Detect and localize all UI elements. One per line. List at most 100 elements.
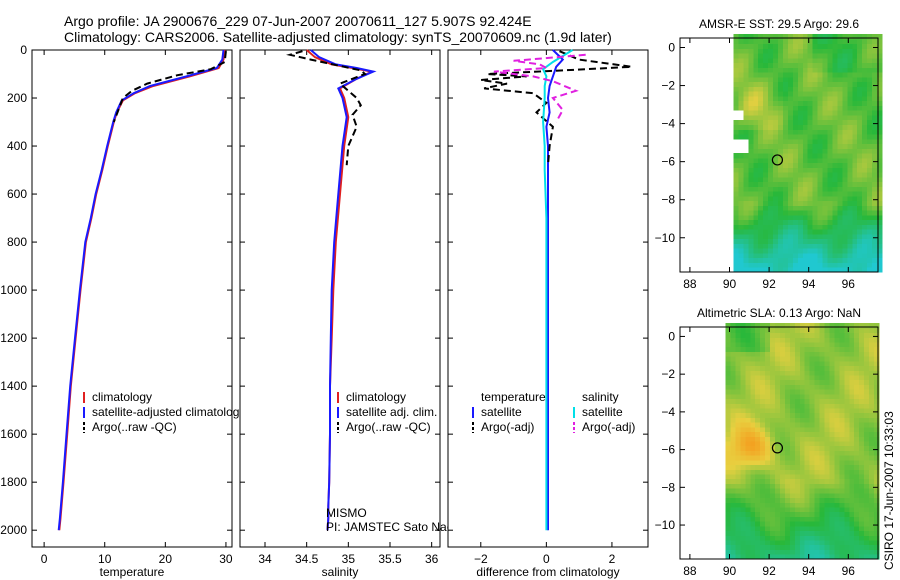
sst_map-cell: [832, 134, 838, 140]
sst_map-cell: [867, 62, 873, 68]
sla_map-cell: [755, 356, 761, 362]
sst_map-cell: [748, 219, 754, 225]
sst_map-cell: [832, 210, 838, 216]
sla_map-cell: [804, 549, 811, 555]
sst_map-cell: [862, 86, 868, 92]
sst_map-cell: [797, 205, 804, 211]
sla_map-cell: [770, 436, 776, 442]
sst_map-cell: [787, 91, 794, 97]
sst_map-cell: [817, 81, 823, 87]
sla_map-cell: [849, 488, 855, 494]
sla_map-cell: [780, 337, 786, 343]
sla_map-cell: [799, 502, 806, 508]
sla_map-cell: [725, 346, 731, 352]
sla_map-cell: [760, 460, 766, 466]
sla_map-cell: [829, 488, 835, 494]
sla_map-cell: [854, 389, 860, 395]
sla_map-cell: [844, 436, 850, 442]
sla_map-cell: [755, 412, 761, 418]
sla_map-cell: [760, 379, 766, 385]
sst_map-cell: [733, 205, 739, 211]
sla_map-cell: [725, 540, 731, 546]
sla_map-cell: [849, 516, 855, 522]
sla_map-cell: [804, 332, 811, 338]
sla_map-cell: [725, 412, 731, 418]
sla_map-cell: [730, 427, 736, 433]
sla_map-cell: [770, 412, 776, 418]
sst_map-cell: [852, 119, 858, 125]
sla_map-cell: [809, 327, 815, 333]
sla_map-cell: [814, 346, 820, 352]
sla_map-cell: [804, 356, 811, 362]
sst_map-cell: [817, 153, 823, 159]
sla_map-cell: [839, 379, 845, 385]
sst_map-cell: [802, 110, 809, 116]
sla_map-cell: [874, 516, 880, 522]
sst_map-cell: [763, 72, 769, 78]
depth-tick-label: 400: [7, 139, 27, 153]
sla_map-cell: [725, 450, 731, 456]
sla_map-cell: [794, 469, 801, 475]
sla_map-cell: [775, 521, 781, 527]
sst_map-cell: [768, 62, 774, 68]
sst_map-cell: [852, 181, 858, 187]
sst_map-cell: [827, 195, 833, 202]
sst_map-cell: [748, 119, 754, 125]
sst_map-cell: [773, 186, 779, 192]
sla_map-cell: [839, 375, 845, 381]
sst_map-cell: [748, 91, 754, 97]
sst_map-cell: [832, 248, 838, 254]
salinity-legend-label: climatology: [346, 390, 406, 404]
sla_map-cell: [829, 441, 835, 447]
sst_map-cell: [763, 62, 769, 68]
sst_map-cell: [867, 134, 873, 140]
sla_map-cell: [745, 549, 751, 555]
sst_map-cell: [812, 253, 819, 259]
sla_map-cell: [755, 507, 761, 513]
sla_map-cell: [750, 554, 756, 560]
sst_map-cell: [797, 262, 804, 268]
sla_map-cell: [874, 441, 880, 447]
sst_map-cell: [867, 119, 873, 125]
sla_map-cell: [784, 417, 791, 423]
sst_map-cell: [872, 257, 878, 263]
sla_map-cell: [869, 511, 875, 517]
sst_map-cell: [867, 115, 873, 121]
sst_map-cell: [733, 157, 739, 164]
temperature-legend-label: climatology: [92, 390, 152, 404]
sla_map-cell: [854, 445, 860, 451]
sla_map-cell: [869, 549, 875, 555]
sst_map-cell: [733, 124, 739, 130]
sst_map-cell: [877, 210, 883, 216]
sst_map-cell: [842, 67, 848, 73]
sla_map-cell: [844, 554, 850, 560]
sst_map-cell: [847, 115, 853, 121]
sst_map-cell: [827, 43, 833, 49]
sla_map-cell: [745, 441, 751, 447]
sst_map-cell: [738, 58, 744, 64]
sla_map-cell: [770, 497, 776, 503]
sla_map-cell: [849, 346, 855, 352]
sla_map-cell: [784, 351, 791, 357]
sst_map-cell: [802, 186, 809, 192]
sst_map-cell: [872, 148, 878, 154]
sla_map-cell: [814, 460, 820, 466]
sst_map-cell: [753, 77, 759, 83]
sst_map-cell: [837, 153, 843, 159]
sst_map-cell: [787, 134, 794, 140]
sst_map-cell: [877, 91, 883, 97]
sst_map-cell: [778, 191, 784, 197]
sst_map-cell: [783, 234, 789, 240]
depth-tick-label: 0: [20, 43, 27, 57]
sla_map-cell: [794, 323, 801, 329]
sla_map-cell: [784, 474, 791, 480]
sla_map-cell: [784, 375, 791, 381]
sst_map-cell: [792, 257, 799, 263]
sst_map-cell: [743, 162, 749, 168]
sst_map-cell: [783, 243, 789, 249]
sla_map-cell: [775, 526, 781, 532]
sst_map-cell: [807, 172, 814, 178]
sst_map-cell: [768, 238, 774, 244]
sla_map-cell: [789, 469, 796, 475]
sla_map-cell: [809, 474, 815, 480]
